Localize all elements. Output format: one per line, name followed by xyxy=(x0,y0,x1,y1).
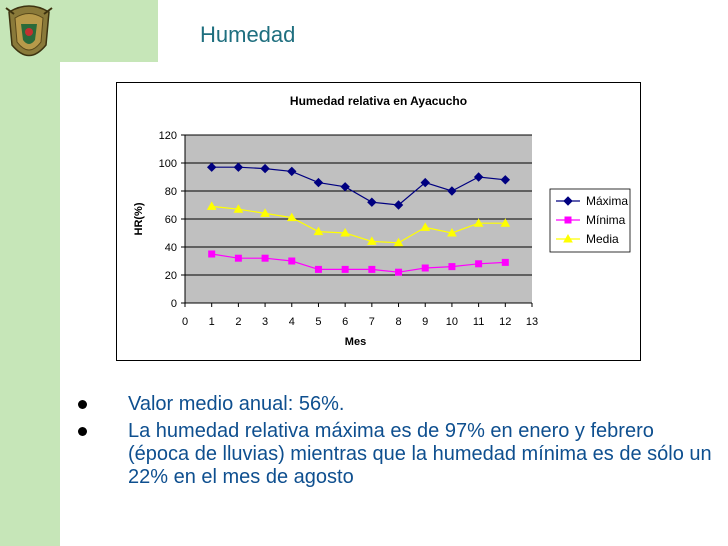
x-tick-label: 0 xyxy=(182,316,188,328)
data-point xyxy=(420,177,430,188)
data-point xyxy=(233,204,244,213)
data-point xyxy=(313,177,324,188)
data-point xyxy=(366,236,377,245)
data-point xyxy=(501,258,509,266)
data-point xyxy=(287,166,297,177)
data-point xyxy=(260,163,270,174)
bullet-item: Valor medio anual: 56%. xyxy=(72,393,712,416)
data-point xyxy=(447,186,457,196)
data-point xyxy=(261,254,269,262)
x-tick-label: 4 xyxy=(289,316,295,328)
data-point xyxy=(473,172,484,182)
bullet-list: Valor medio anual: 56%. La humedad relat… xyxy=(72,393,712,493)
x-tick-label: 3 xyxy=(262,316,268,328)
data-point xyxy=(500,218,511,227)
y-tick-label: 40 xyxy=(165,242,177,254)
data-point xyxy=(500,175,511,185)
legend-marker xyxy=(563,196,573,206)
x-tick-label: 12 xyxy=(499,316,511,328)
series-line-2 xyxy=(211,205,506,244)
chart-title: Humedad relativa en Ayacucho xyxy=(290,94,467,108)
y-tick-label: 100 xyxy=(159,158,177,170)
x-tick-label: 11 xyxy=(473,316,484,328)
series-line-1 xyxy=(211,253,506,273)
y-axis-label: HR(%) xyxy=(133,202,145,235)
data-point xyxy=(447,227,457,237)
y-tick-label: 80 xyxy=(165,186,177,198)
university-crest-icon xyxy=(5,5,53,57)
data-point xyxy=(206,162,217,172)
data-point xyxy=(206,201,217,210)
y-tick-label: 60 xyxy=(165,214,177,226)
data-point xyxy=(208,250,216,258)
data-point xyxy=(393,237,404,247)
data-point xyxy=(393,200,404,210)
data-point xyxy=(340,182,350,192)
x-tick-label: 13 xyxy=(526,316,538,328)
data-point xyxy=(340,227,351,237)
data-point xyxy=(420,222,431,231)
x-tick-label: 10 xyxy=(446,316,458,328)
legend-marker xyxy=(564,216,572,224)
x-axis-label: Mes xyxy=(345,336,366,348)
slide-title: Humedad xyxy=(200,22,296,47)
x-tick-label: 1 xyxy=(209,316,215,328)
data-point xyxy=(260,208,270,217)
y-tick-label: 20 xyxy=(165,270,177,282)
x-tick-label: 8 xyxy=(395,316,401,328)
data-point xyxy=(286,212,297,222)
sidebar-green-band xyxy=(0,62,60,546)
x-tick-label: 6 xyxy=(342,316,348,328)
data-point xyxy=(475,260,483,268)
legend-label: Media xyxy=(586,232,619,246)
bullet-item: La humedad relativa máxima es de 97% en … xyxy=(72,420,712,489)
x-tick-label: 2 xyxy=(235,316,241,328)
data-point xyxy=(234,254,242,262)
bullet-text: Valor medio anual: 56%. xyxy=(128,393,345,415)
chart-area: 0 20 40 60 80 100 120 0 1 2 3 4 5 6 7 8 9 10 11 12 13 Humedad… xyxy=(116,82,641,361)
data-point xyxy=(448,263,456,271)
x-tick-label: 7 xyxy=(369,316,375,328)
x-tick-label: 9 xyxy=(422,316,428,328)
data-point xyxy=(313,226,324,236)
legend-marker xyxy=(563,233,573,243)
bullet-dot-icon xyxy=(78,400,87,409)
data-point xyxy=(473,218,484,227)
bullet-dot-icon xyxy=(78,427,87,436)
data-point xyxy=(341,265,349,273)
legend-label: Mínima xyxy=(586,213,626,227)
data-point xyxy=(421,264,429,272)
y-tick-label: 120 xyxy=(159,130,177,142)
data-point xyxy=(395,268,403,276)
y-tick-label: 0 xyxy=(171,298,177,310)
bullet-text: La humedad relativa máxima es de 97% en … xyxy=(128,420,712,488)
data-point xyxy=(314,265,322,273)
data-point xyxy=(288,257,296,265)
data-point xyxy=(233,162,244,172)
data-point xyxy=(367,197,377,207)
x-tick-label: 5 xyxy=(315,316,321,328)
legend-label: Máxima xyxy=(586,194,628,208)
data-point xyxy=(368,265,376,273)
